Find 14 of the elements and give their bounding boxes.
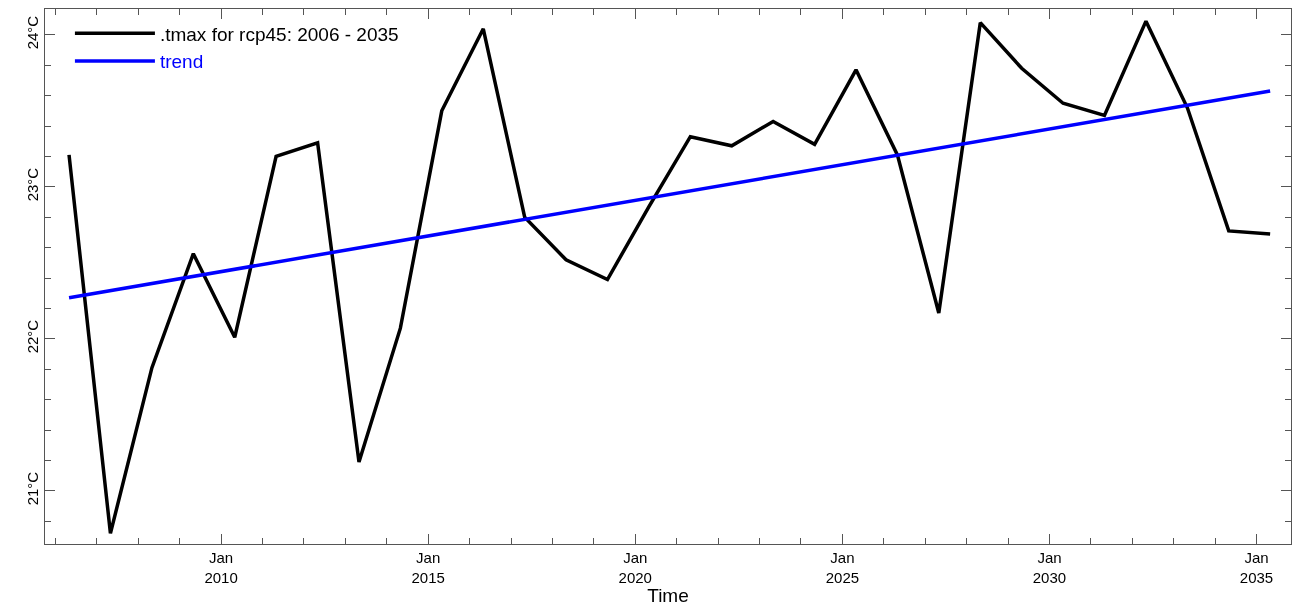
y-tick-label: 24°C [24, 15, 41, 50]
x-axis-title: Time [647, 585, 689, 607]
x-tick-label: Jan 2020 [618, 549, 652, 586]
y-tick-label: 23°C [24, 167, 41, 202]
x-tick-label: Jan 2015 [411, 549, 445, 586]
legend-label: .tmax for rcp45: 2006 - 2035 [159, 23, 399, 45]
y-tick-label: 21°C [24, 471, 41, 506]
x-tick-label: Jan 2025 [825, 549, 860, 586]
legend-label: trend [159, 51, 204, 73]
x-tick-label: Jan 2010 [204, 549, 238, 586]
x-tick-label: Jan 2035 [1239, 549, 1274, 586]
y-tick-label: 22°C [24, 319, 41, 354]
x-tick-label: Jan 2030 [1032, 549, 1067, 586]
line-series [67, 19, 1272, 536]
